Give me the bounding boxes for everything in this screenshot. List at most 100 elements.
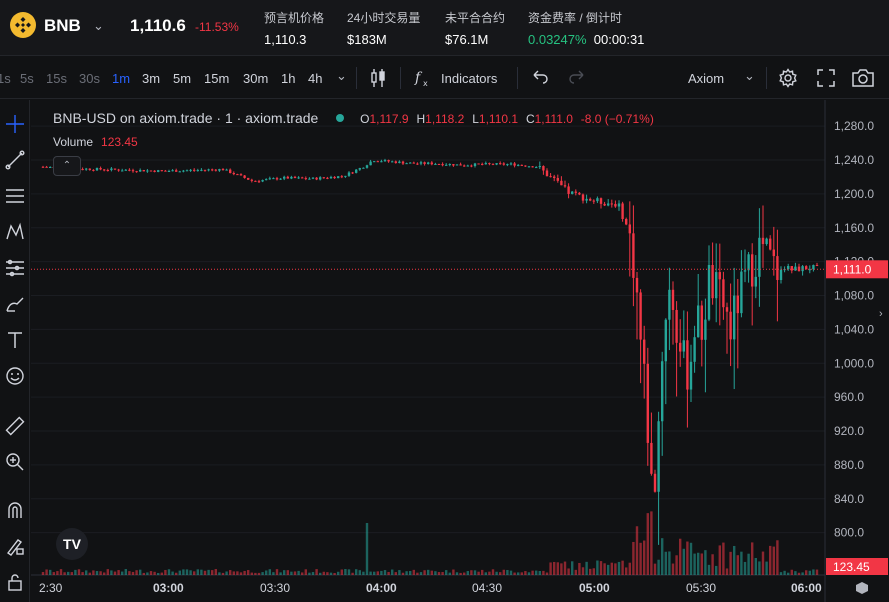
emoji-icon[interactable]	[3, 364, 27, 388]
timeframe-1m[interactable]: 1m	[112, 71, 131, 86]
camera-icon[interactable]	[852, 69, 874, 90]
candle-body	[448, 164, 451, 166]
undo-icon[interactable]	[531, 69, 549, 88]
magnet-icon[interactable]	[3, 498, 27, 522]
volume-bar	[430, 570, 433, 575]
candle-body	[333, 176, 336, 179]
candle-body	[88, 168, 91, 170]
candle-body	[365, 165, 369, 168]
fib-icon[interactable]	[3, 184, 27, 208]
candle-body	[718, 272, 721, 280]
volume-bar	[671, 563, 675, 575]
volume-bar	[553, 561, 556, 575]
volume-bar	[581, 567, 585, 575]
volume-bar	[416, 572, 419, 575]
volume-bar	[628, 562, 631, 575]
text-icon[interactable]	[3, 328, 27, 352]
collapse-legend-chevron-up-icon[interactable]: ⌃	[53, 156, 81, 176]
candle-body	[175, 170, 178, 172]
pattern-icon[interactable]	[3, 220, 27, 244]
timeframe-3m[interactable]: 3m	[142, 71, 161, 86]
candle-body	[650, 442, 653, 474]
timeframe-30s[interactable]: 30s	[79, 71, 100, 86]
timeframe-1h[interactable]: 1h	[281, 71, 296, 86]
redo-icon[interactable]	[568, 69, 586, 88]
candle-body	[49, 166, 52, 168]
candle-body	[178, 171, 181, 173]
symbol-chevron-down-icon[interactable]: ⌄	[93, 18, 104, 33]
zoom-in-icon[interactable]	[3, 450, 27, 474]
volume-bar	[711, 554, 714, 575]
stat-open-interest: 未平合合约 $76.1M	[445, 9, 505, 47]
settings-icon[interactable]	[778, 68, 798, 91]
timeframe-5m[interactable]: 5m	[173, 71, 192, 86]
brush-icon[interactable]	[3, 292, 27, 316]
volume-bar	[347, 569, 351, 575]
volume-bar	[74, 569, 77, 575]
volume-bar	[682, 548, 685, 575]
volume-bar	[560, 563, 563, 575]
candle-body	[149, 170, 153, 172]
fullscreen-icon[interactable]	[817, 69, 835, 90]
volume-bar	[617, 561, 621, 575]
stat-label: 资金费率 / 倒计时	[528, 11, 623, 25]
volume-bar	[592, 568, 595, 575]
timeframe-30m[interactable]: 30m	[243, 71, 269, 86]
volume-bar	[308, 572, 311, 575]
funding-rate-value: 0.03247%	[528, 32, 587, 47]
expand-right-chevron-icon[interactable]: ›	[879, 308, 883, 320]
volume-bar	[311, 572, 315, 575]
volume-bar	[293, 571, 297, 575]
exchange-chevron-down-icon[interactable]: ⌄	[744, 68, 755, 83]
candle-body	[117, 169, 120, 171]
timeframe-5s[interactable]: 5s	[20, 71, 34, 86]
indicators-button[interactable]: Indicators	[441, 71, 498, 86]
tradingview-logo-icon[interactable]: TV	[56, 528, 88, 560]
candle-body	[513, 163, 516, 166]
ohlc-close-value: 1,111.0	[534, 112, 573, 126]
volume-bar	[376, 571, 379, 575]
chart-canvas[interactable]: 1,280.01,240.01,200.01,160.01,120.01,080…	[31, 100, 889, 602]
more-timeframes-chevron-down-icon[interactable]: ⌄	[336, 68, 347, 83]
y-tick-label: 1,280.0	[834, 119, 874, 133]
candle-body	[409, 162, 412, 164]
ruler-icon[interactable]	[3, 414, 27, 438]
candle-type-icon[interactable]	[370, 68, 386, 91]
volume-bar	[214, 569, 217, 575]
lock-draw-icon[interactable]	[3, 534, 27, 558]
volume-bar	[207, 569, 210, 575]
volume-bar	[808, 570, 811, 575]
candle-body	[373, 161, 376, 163]
candle-body	[45, 166, 48, 168]
volume-bar	[776, 540, 779, 575]
crosshair-icon[interactable]	[3, 112, 27, 136]
x-tick-label: 03:00	[153, 581, 184, 595]
volume-bar	[639, 542, 642, 575]
volume-bar	[236, 571, 239, 575]
volume-bar	[121, 571, 124, 575]
timeframe-1s[interactable]: 1s	[0, 71, 11, 86]
timeframe-4h[interactable]: 4h	[308, 71, 323, 86]
volume-bar	[484, 572, 487, 575]
lock-icon[interactable]	[3, 570, 27, 594]
timeframe-15m[interactable]: 15m	[204, 71, 230, 86]
candle-body	[545, 170, 549, 177]
price-chart[interactable]: 1,280.01,240.01,200.01,160.01,120.01,080…	[31, 100, 889, 602]
timeframe-15s[interactable]: 15s	[46, 71, 67, 86]
volume-bar	[131, 571, 135, 575]
candle-body	[452, 164, 455, 166]
candle-body	[643, 339, 646, 364]
volume-bar	[643, 540, 646, 575]
chart-legend: BNB-USD on axiom.trade · 1 · axiom.trade…	[53, 110, 658, 126]
candle-body	[772, 249, 775, 257]
last-volume-label: 123.45	[833, 560, 870, 574]
symbol-name[interactable]: BNB	[44, 16, 81, 35]
volume-bar	[297, 570, 300, 575]
trend-line-icon[interactable]	[3, 148, 27, 172]
volume-bar	[326, 572, 329, 575]
candle-body	[286, 176, 289, 179]
measure-icon[interactable]	[3, 256, 27, 280]
exchange-select[interactable]: Axiom	[688, 71, 725, 86]
volume-bar	[664, 551, 667, 575]
